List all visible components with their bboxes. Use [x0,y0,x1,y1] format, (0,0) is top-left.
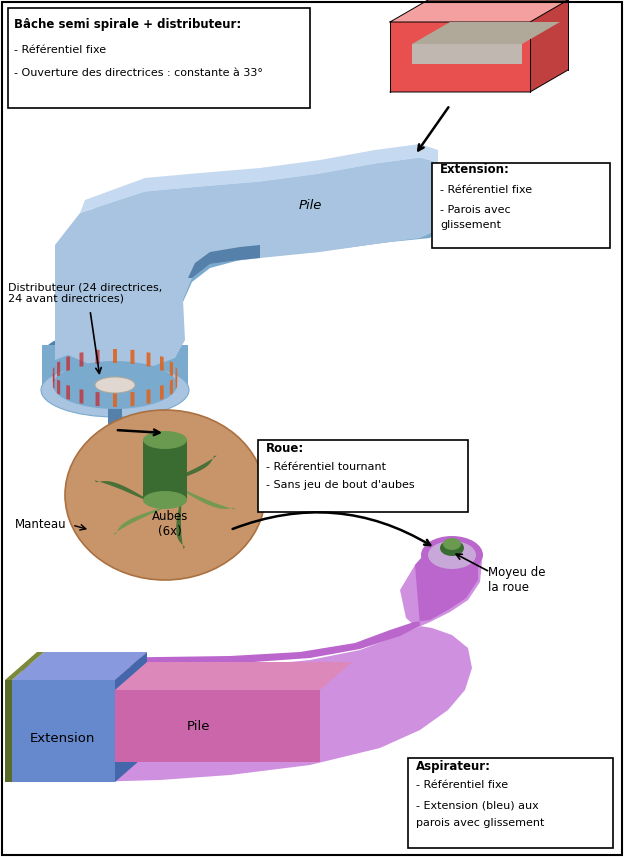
Text: Distributeur (24 directrices,
24 avant directrices): Distributeur (24 directrices, 24 avant d… [8,282,162,303]
FancyBboxPatch shape [408,758,613,848]
Polygon shape [175,374,177,389]
Text: - Sans jeu de bout d'aubes: - Sans jeu de bout d'aubes [266,480,414,490]
Polygon shape [412,22,560,44]
Polygon shape [130,350,134,364]
Polygon shape [170,380,173,395]
Text: - Référentiel tournant: - Référentiel tournant [266,462,386,472]
Text: - Référentiel fixe: - Référentiel fixe [14,45,106,55]
Polygon shape [147,389,150,404]
Polygon shape [390,22,530,92]
Polygon shape [130,392,134,406]
Text: Aubes
(6x): Aubes (6x) [152,510,188,538]
Polygon shape [145,441,154,490]
Polygon shape [42,345,188,390]
Polygon shape [94,480,150,502]
Polygon shape [53,367,54,383]
Ellipse shape [421,536,483,574]
Ellipse shape [143,431,187,449]
Polygon shape [147,352,150,367]
Ellipse shape [440,540,464,556]
Polygon shape [170,362,173,376]
Polygon shape [530,0,568,92]
Text: Roue:: Roue: [266,442,305,455]
Text: Moyeu de
la roue: Moyeu de la roue [488,566,545,594]
Polygon shape [175,367,177,383]
Polygon shape [95,350,99,364]
Polygon shape [79,352,84,367]
Text: - Référentiel fixe: - Référentiel fixe [440,185,532,195]
Polygon shape [68,155,438,370]
FancyBboxPatch shape [432,163,610,248]
Text: Aspirateur:: Aspirateur: [416,760,491,773]
Polygon shape [5,652,44,680]
Polygon shape [188,245,260,278]
Polygon shape [108,390,122,430]
FancyBboxPatch shape [8,8,310,108]
Polygon shape [390,0,568,22]
Polygon shape [412,44,522,64]
Text: Pile: Pile [298,199,322,212]
Polygon shape [55,144,438,245]
Ellipse shape [143,491,187,509]
Text: - Ouverture des directrices : constante à 33°: - Ouverture des directrices : constante … [14,68,263,78]
Text: Bâche semi spirale + distributeur:: Bâche semi spirale + distributeur: [14,18,241,31]
Polygon shape [12,680,115,782]
Polygon shape [95,392,99,406]
Polygon shape [12,652,147,680]
Text: - Extension (bleu) aux: - Extension (bleu) aux [416,800,539,810]
Polygon shape [180,488,235,510]
FancyBboxPatch shape [258,440,468,512]
Ellipse shape [65,410,265,580]
Polygon shape [79,389,84,404]
Polygon shape [66,385,70,399]
Text: Pile: Pile [186,720,210,733]
Polygon shape [160,357,163,371]
Text: Extension:: Extension: [440,163,510,176]
Ellipse shape [428,541,476,569]
Polygon shape [115,690,320,762]
Text: parois avec glissement: parois avec glissement [416,818,544,828]
Polygon shape [163,456,217,483]
Polygon shape [66,357,70,371]
Text: - Parois avec: - Parois avec [440,205,510,215]
Ellipse shape [41,363,189,417]
Polygon shape [57,362,60,376]
Polygon shape [5,680,12,782]
Polygon shape [53,374,54,389]
Ellipse shape [443,538,461,550]
Polygon shape [143,440,187,500]
Polygon shape [113,349,117,363]
Polygon shape [113,393,117,407]
Polygon shape [20,538,482,782]
Text: Extension: Extension [29,732,95,745]
Polygon shape [160,385,163,399]
Text: - Référentiel fixe: - Référentiel fixe [416,780,508,790]
Text: Manteau: Manteau [15,518,67,531]
Ellipse shape [53,361,177,409]
Ellipse shape [95,377,135,393]
Polygon shape [57,380,60,395]
Polygon shape [176,500,185,549]
Polygon shape [115,652,147,782]
Polygon shape [113,507,167,534]
Polygon shape [115,662,352,690]
Polygon shape [55,158,438,368]
Ellipse shape [42,329,187,381]
Polygon shape [22,538,478,680]
Text: glissement: glissement [440,220,501,230]
